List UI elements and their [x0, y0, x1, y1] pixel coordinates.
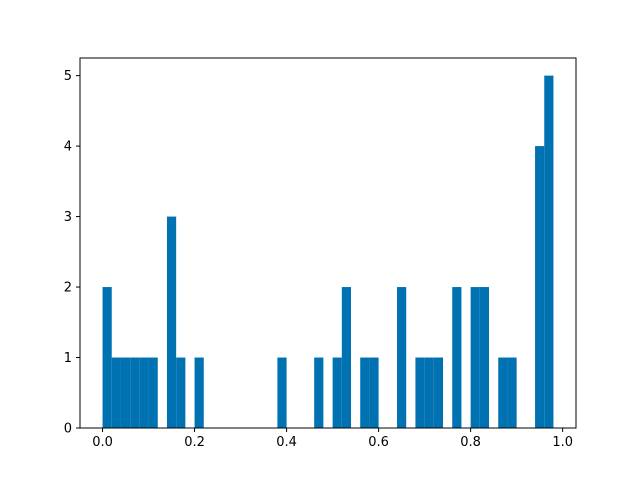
histogram-bar	[166, 216, 177, 428]
histogram-bar	[102, 287, 112, 428]
histogram-bar	[277, 357, 287, 428]
x-tick-label: 0.4	[276, 435, 297, 450]
y-tick-label: 1	[64, 351, 72, 366]
histogram-bar	[535, 146, 545, 428]
axes-frame	[79, 57, 577, 429]
histogram-bar	[424, 357, 434, 428]
histogram-bar	[470, 287, 480, 428]
histogram-bar	[360, 357, 370, 428]
histogram-bar	[332, 357, 342, 428]
histogram-bar	[194, 357, 204, 428]
x-tick-label: 0.6	[368, 435, 389, 450]
y-tick-label: 2	[64, 281, 72, 296]
histogram-bar	[176, 357, 186, 428]
histogram-bar	[148, 357, 158, 428]
histogram-bar	[415, 357, 425, 428]
histogram-bar	[507, 357, 517, 428]
y-tick-label: 3	[64, 210, 72, 225]
x-tick-label: 1.0	[552, 435, 573, 450]
y-tick-label: 4	[64, 140, 72, 155]
y-tick-label: 5	[64, 69, 72, 84]
histogram-bar	[314, 357, 324, 428]
histogram-bar	[544, 75, 554, 428]
histogram-bar	[433, 357, 444, 428]
x-tick-label: 0.2	[184, 435, 205, 450]
bars-group	[102, 75, 554, 428]
histogram-bar	[369, 357, 379, 428]
y-axis-ticks: 0 1 2 3 4 5	[64, 69, 80, 437]
x-tick-label: 0.8	[460, 435, 481, 450]
histogram-bar	[120, 357, 131, 428]
histogram-bar	[498, 357, 508, 428]
x-axis-ticks: 0.0 0.2 0.4 0.6 0.8 1.0	[92, 428, 573, 450]
y-tick-label: 0	[64, 422, 72, 437]
histogram-bar	[341, 287, 352, 428]
histogram-bar	[111, 357, 121, 428]
histogram-bar	[130, 357, 140, 428]
histogram-bar	[397, 287, 407, 428]
x-tick-label: 0.0	[92, 435, 113, 450]
histogram-bar	[452, 287, 462, 428]
histogram-bar	[479, 287, 490, 428]
histogram-bar	[139, 357, 149, 428]
